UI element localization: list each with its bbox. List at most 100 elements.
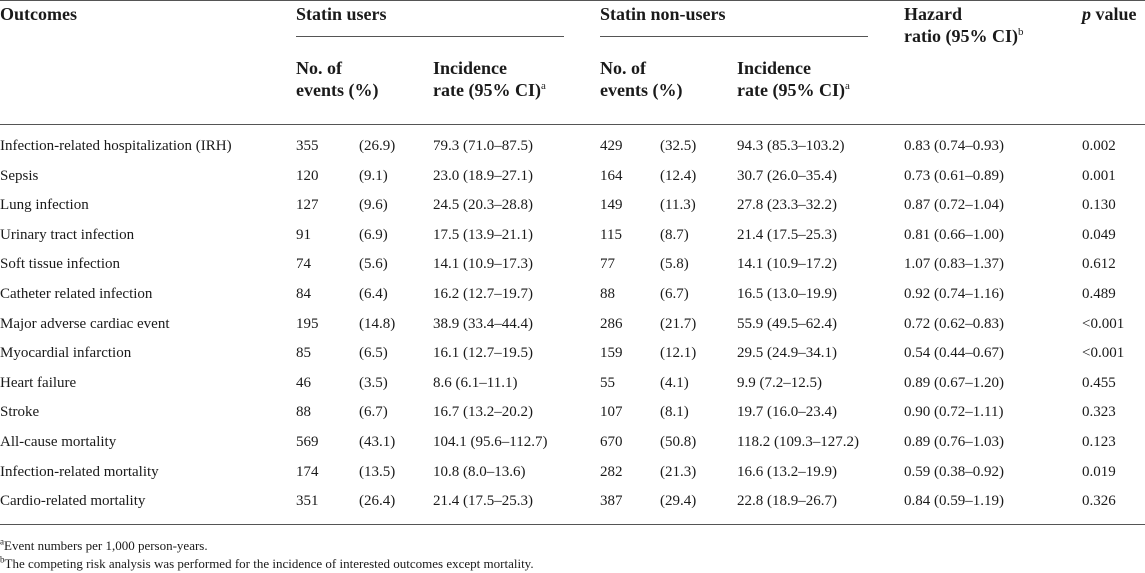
cell-sn-rate: 22.8 (18.9–26.7) bbox=[737, 493, 837, 510]
header-hazard-text: ratio (95% CI) bbox=[904, 26, 1018, 46]
header-statin-users: Statin users bbox=[296, 4, 387, 24]
cell-hazard-ratio: 0.90 (0.72–1.11) bbox=[904, 404, 1004, 421]
cell-su-percent: (26.4) bbox=[359, 493, 396, 510]
cell-sn-rate: 16.6 (13.2–19.9) bbox=[737, 463, 837, 480]
header-hazard-line2: ratio (95% CI)b bbox=[904, 25, 1023, 47]
cell-hazard-ratio: 0.84 (0.59–1.19) bbox=[904, 493, 1004, 510]
cell-outcome: Myocardial infarction bbox=[0, 345, 132, 362]
cell-hazard-ratio: 0.72 (0.62–0.83) bbox=[904, 315, 1004, 332]
cell-outcome: Infection-related mortality bbox=[0, 463, 159, 480]
footnote-a: aEvent numbers per 1,000 person-years. bbox=[0, 537, 208, 554]
header-p-value: p value bbox=[1082, 3, 1137, 25]
cell-su-percent: (43.1) bbox=[359, 434, 396, 450]
cell-su-rate: 10.8 (8.0–13.6) bbox=[433, 463, 526, 480]
cell-su-rate: 16.2 (12.7–19.7) bbox=[433, 286, 533, 302]
header-sn-events-line1: No. of bbox=[600, 58, 646, 78]
cell-sn-events: 387 bbox=[600, 493, 623, 510]
cell-su-rate: 104.1 (95.6–112.7) bbox=[433, 434, 548, 450]
cell-sn-percent: (32.5) bbox=[660, 138, 697, 154]
cell-su-events: 351 bbox=[296, 493, 319, 510]
cell-outcome: Urinary tract infection bbox=[0, 226, 135, 243]
cell-su-percent: (26.9) bbox=[359, 138, 396, 154]
header-su-incidence-sup: a bbox=[540, 80, 546, 92]
cell-su-events: 84 bbox=[296, 286, 311, 302]
cell-sn-events: 115 bbox=[600, 226, 622, 243]
cell-su-rate: 8.6 (6.1–11.1) bbox=[433, 374, 518, 391]
header-sn-incidence-text: rate (95% CI) bbox=[737, 80, 845, 100]
cell-su-rate: 17.5 (13.9–21.1) bbox=[433, 226, 533, 243]
cell-sn-percent: (4.1) bbox=[660, 374, 689, 391]
top-rule bbox=[0, 0, 1145, 1]
cell-su-rate: 23.0 (18.9–27.1) bbox=[433, 167, 533, 184]
header-sn-incidence-line2: rate (95% CI)a bbox=[737, 79, 850, 101]
cell-sn-percent: (21.7) bbox=[660, 315, 697, 332]
cell-sn-rate: 55.9 (49.5–62.4) bbox=[737, 315, 837, 332]
header-su-incidence-text: rate (95% CI) bbox=[433, 80, 541, 100]
cell-sn-events: 429 bbox=[600, 138, 623, 154]
footnote-b: bThe competing risk analysis was perform… bbox=[0, 554, 534, 572]
cell-p-value: <0.001 bbox=[1082, 315, 1125, 332]
cell-outcome: All-cause mortality bbox=[0, 434, 117, 450]
cell-p-value: 0.123 bbox=[1082, 434, 1116, 450]
header-hazard-line1: Hazard bbox=[904, 4, 962, 24]
cell-outcome: Sepsis bbox=[0, 167, 39, 184]
cell-sn-rate: 16.5 (13.0–19.9) bbox=[737, 286, 837, 302]
cell-sn-percent: (5.8) bbox=[660, 256, 689, 273]
cell-su-rate: 38.9 (33.4–44.4) bbox=[433, 315, 533, 332]
cell-outcome: Heart failure bbox=[0, 374, 77, 391]
cell-su-events: 74 bbox=[296, 256, 311, 273]
cell-su-percent: (6.7) bbox=[359, 404, 388, 421]
header-su-incidence-line1: Incidence bbox=[433, 58, 507, 78]
cell-sn-rate: 19.7 (16.0–23.4) bbox=[737, 404, 837, 421]
header-sn-events-line2: events (%) bbox=[600, 80, 683, 100]
footnote-b-text: The competing risk analysis was performe… bbox=[4, 556, 534, 571]
cell-su-percent: (9.6) bbox=[359, 197, 388, 214]
cell-hazard-ratio: 0.92 (0.74–1.16) bbox=[904, 286, 1004, 302]
cell-sn-percent: (12.4) bbox=[660, 167, 697, 184]
cell-p-value: 0.323 bbox=[1082, 404, 1116, 421]
cell-outcome: Soft tissue infection bbox=[0, 256, 120, 273]
cell-sn-events: 77 bbox=[600, 256, 615, 273]
header-p-rest: value bbox=[1091, 4, 1137, 24]
cell-p-value: 0.049 bbox=[1082, 226, 1116, 243]
cell-sn-percent: (6.7) bbox=[660, 286, 689, 302]
table-bottom-rule bbox=[0, 524, 1145, 525]
cell-outcome: Cardio-related mortality bbox=[0, 493, 146, 510]
cell-su-percent: (5.6) bbox=[359, 256, 388, 273]
cell-sn-rate: 27.8 (23.3–32.2) bbox=[737, 197, 837, 214]
cell-su-percent: (13.5) bbox=[359, 463, 396, 480]
cell-sn-rate: 9.9 (7.2–12.5) bbox=[737, 374, 822, 391]
cell-hazard-ratio: 0.83 (0.74–0.93) bbox=[904, 138, 1004, 154]
cell-hazard-ratio: 1.07 (0.83–1.37) bbox=[904, 256, 1004, 273]
footnote-b-marker: b bbox=[0, 554, 5, 565]
cell-outcome: Infection-related hospitalization (IRH) bbox=[0, 138, 232, 154]
cell-outcome: Lung infection bbox=[0, 197, 89, 214]
cell-su-events: 174 bbox=[296, 463, 319, 480]
cell-sn-percent: (12.1) bbox=[660, 345, 697, 362]
cell-hazard-ratio: 0.89 (0.67–1.20) bbox=[904, 374, 1004, 391]
cell-su-events: 46 bbox=[296, 374, 311, 391]
cell-su-percent: (14.8) bbox=[359, 315, 396, 332]
cell-sn-rate: 118.2 (109.3–127.2) bbox=[737, 434, 859, 450]
statin-nonusers-subrule bbox=[600, 36, 868, 37]
cell-su-events: 195 bbox=[296, 315, 319, 332]
header-su-incidence: Incidence rate (95% CI)a bbox=[433, 57, 546, 101]
cell-sn-percent: (8.1) bbox=[660, 404, 689, 421]
cell-sn-percent: (29.4) bbox=[660, 493, 697, 510]
cell-outcome: Major adverse cardiac event bbox=[0, 315, 170, 332]
cell-su-percent: (6.9) bbox=[359, 226, 388, 243]
cell-sn-percent: (8.7) bbox=[660, 226, 689, 243]
footnote-a-text: Event numbers per 1,000 person-years. bbox=[4, 538, 208, 553]
cell-hazard-ratio: 0.87 (0.72–1.04) bbox=[904, 197, 1004, 214]
cell-hazard-ratio: 0.54 (0.44–0.67) bbox=[904, 345, 1004, 362]
header-su-events-line2: events (%) bbox=[296, 80, 379, 100]
cell-su-rate: 79.3 (71.0–87.5) bbox=[433, 138, 533, 154]
cell-su-percent: (3.5) bbox=[359, 374, 388, 391]
cell-sn-events: 107 bbox=[600, 404, 623, 421]
cell-su-percent: (6.5) bbox=[359, 345, 388, 362]
cell-sn-events: 670 bbox=[600, 434, 623, 450]
header-sn-incidence-line1: Incidence bbox=[737, 58, 811, 78]
cell-sn-rate: 21.4 (17.5–25.3) bbox=[737, 226, 837, 243]
cell-sn-events: 159 bbox=[600, 345, 623, 362]
cell-sn-percent: (11.3) bbox=[660, 197, 696, 214]
